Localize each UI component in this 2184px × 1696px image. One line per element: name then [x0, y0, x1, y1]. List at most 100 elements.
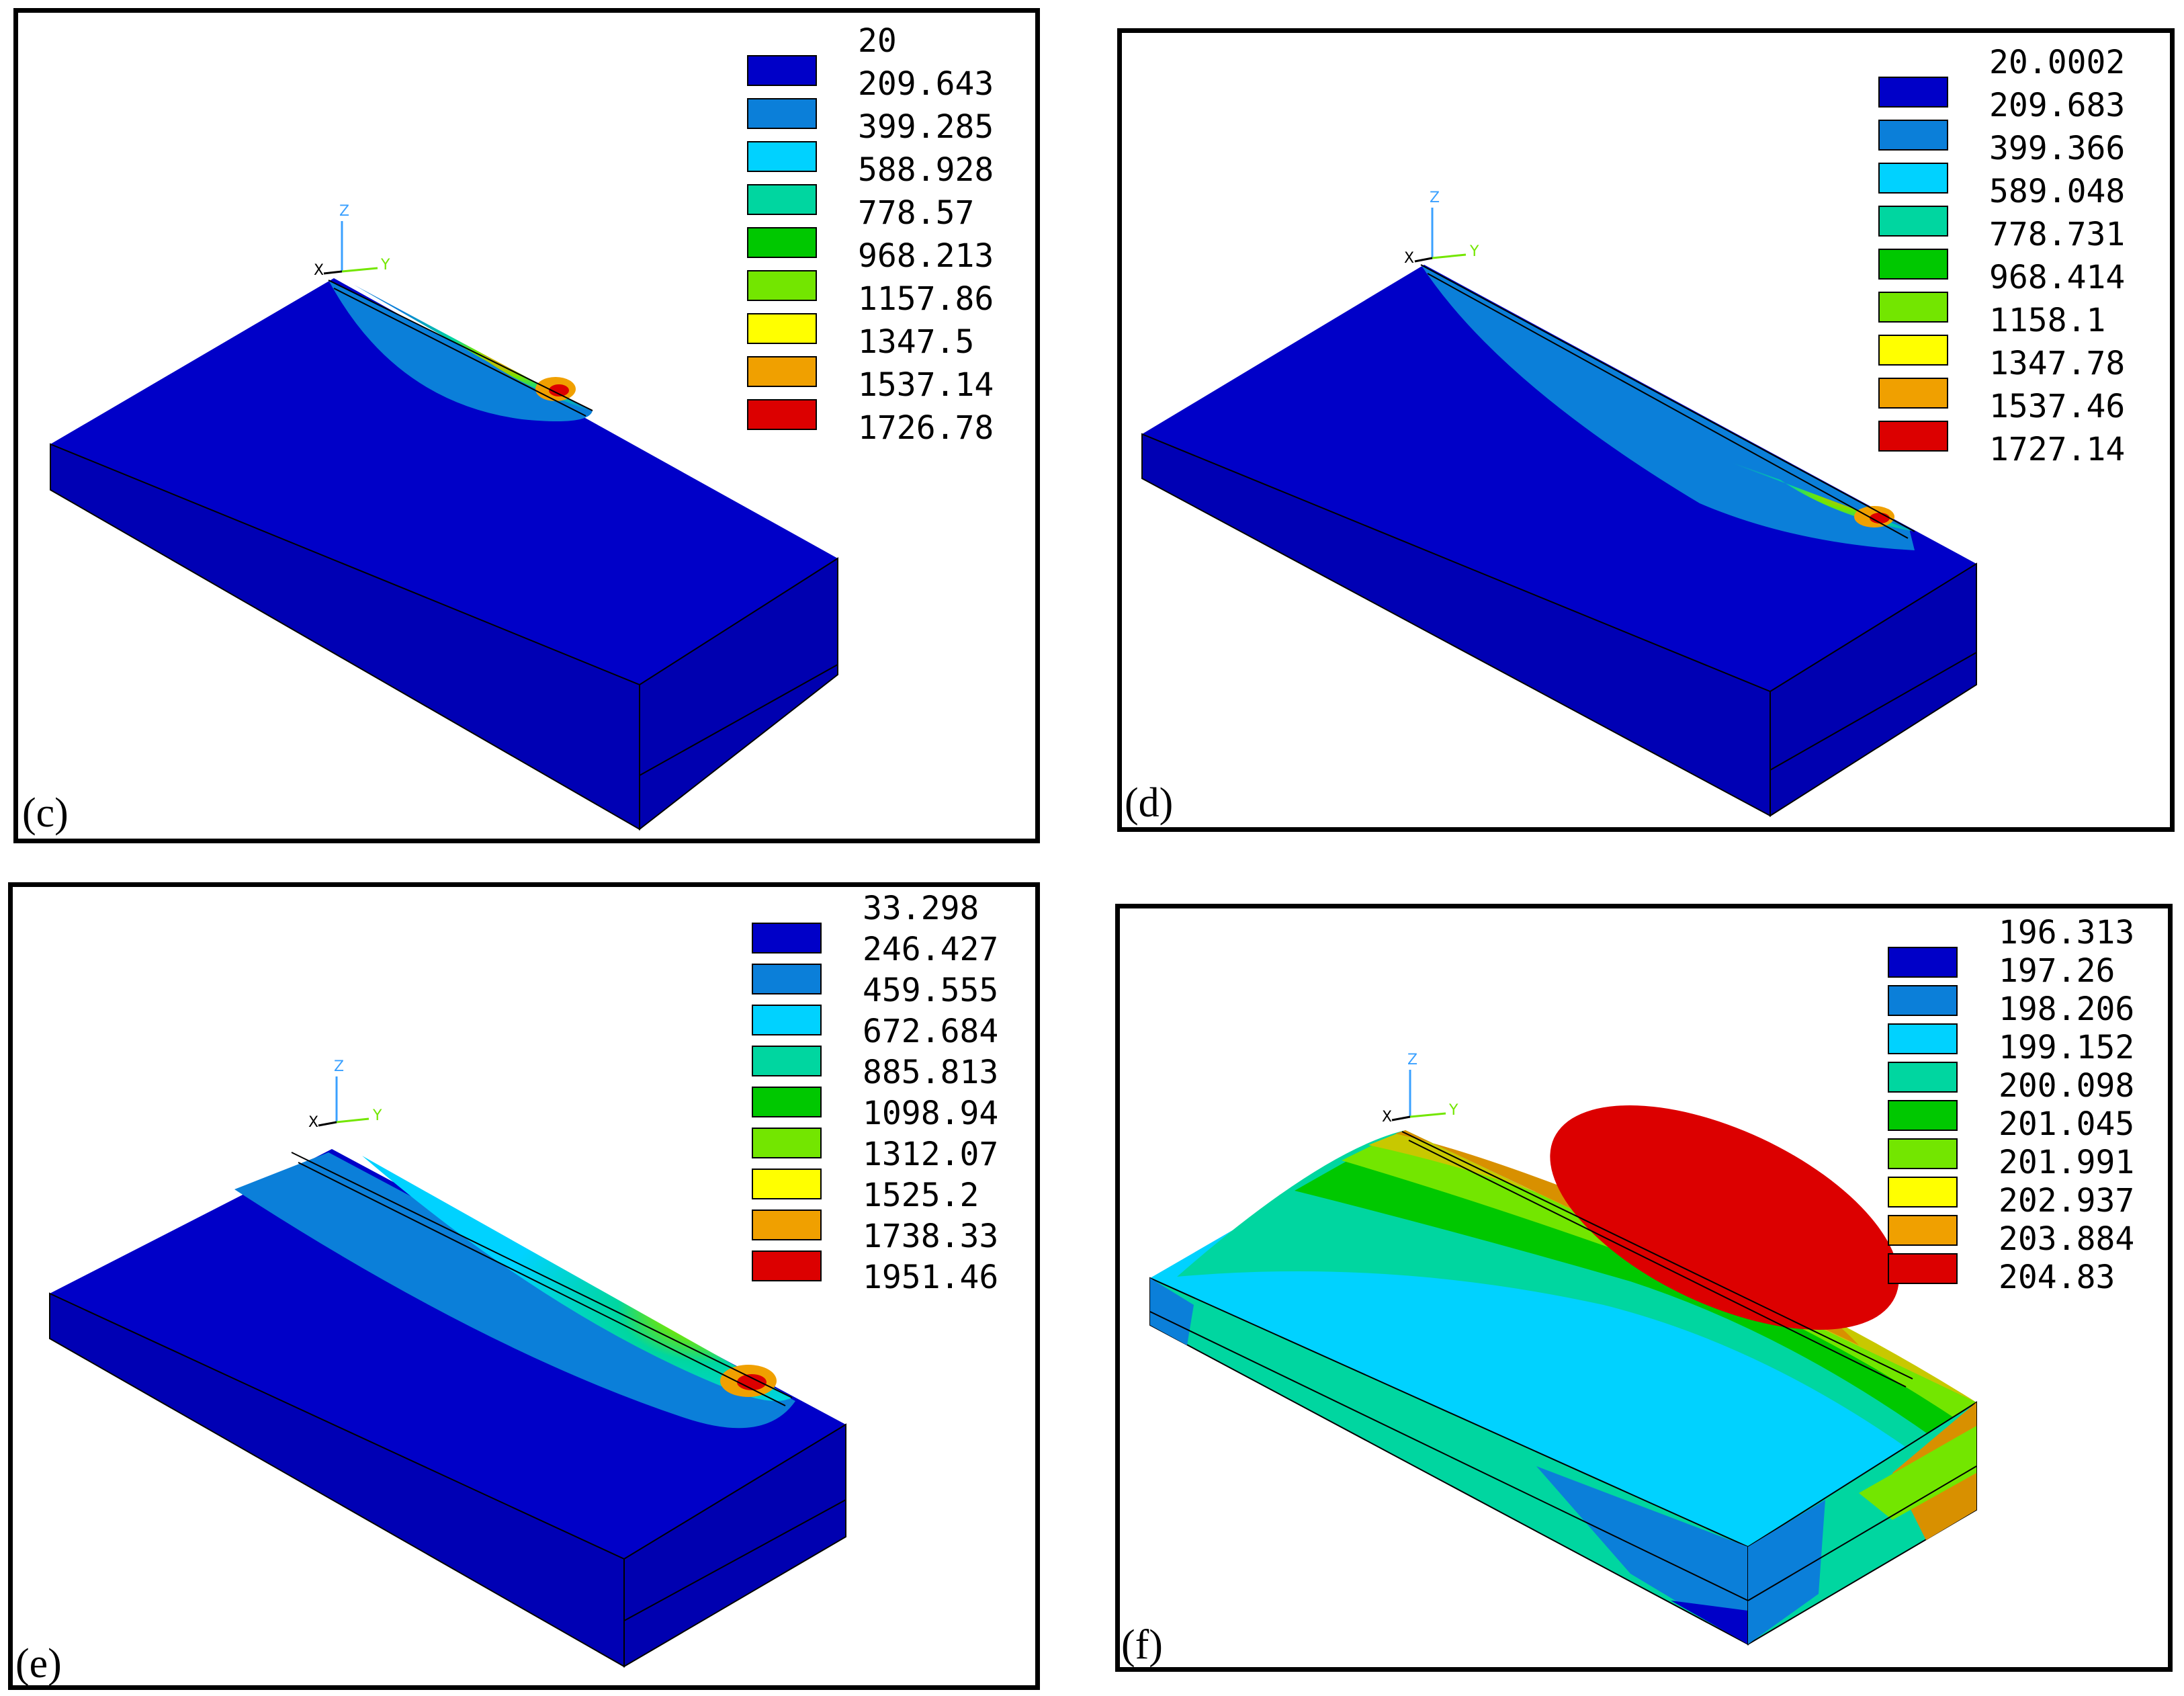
y-axis-label: Y — [1469, 243, 1479, 260]
legend-value: 1347.78 — [1989, 345, 2126, 382]
legend-value: 209.683 — [1989, 87, 2126, 124]
y-axis-label: Y — [1448, 1102, 1458, 1119]
legend-swatch — [752, 964, 822, 994]
legend-value: 589.048 — [1989, 173, 2126, 210]
legend-value: 1312.07 — [863, 1136, 999, 1173]
panel-label: (c) — [22, 790, 69, 836]
y-axis-line — [1409, 1112, 1446, 1118]
x-axis-label: X — [1382, 1109, 1392, 1126]
legend-swatch — [752, 1210, 822, 1240]
y-axis-line — [341, 267, 378, 273]
legend-swatch — [1878, 421, 1948, 452]
legend-value: 202.937 — [1999, 1182, 2135, 1220]
legend-value: 968.414 — [1989, 259, 2126, 296]
legend-value: 200.098 — [1999, 1067, 2135, 1105]
legend-value: 1727.14 — [1989, 431, 2126, 468]
y-axis-line — [1432, 253, 1467, 259]
panel-d: Z Y X 20.0002 209.683 399.366 589.048 77… — [1117, 28, 2175, 832]
heat-zone — [1421, 265, 1915, 550]
legend-swatch — [1878, 335, 1948, 366]
legend-swatch — [752, 1250, 822, 1281]
legend-value: 1726.78 — [858, 409, 994, 447]
legend-value: 778.57 — [858, 194, 975, 232]
legend-value: 1347.5 — [858, 323, 975, 361]
plate-model-e: Z Y X — [49, 1058, 846, 1668]
panel-label: (d) — [1125, 780, 1174, 826]
panel-label: (e) — [15, 1641, 62, 1687]
plate-model-d: Z Y X — [1141, 189, 1977, 817]
legend-value: 1158.1 — [1989, 302, 2106, 339]
legend-value: 204.83 — [1999, 1259, 2115, 1296]
legend-swatch — [1888, 1215, 1958, 1246]
legend-f: 196.313 197.26 198.206 199.152 200.098 2… — [1888, 914, 2168, 1300]
legend-swatch — [752, 1046, 822, 1076]
legend-swatch — [752, 1005, 822, 1035]
legend-d: 20.0002 209.683 399.366 589.048 778.731 … — [1878, 44, 2170, 468]
legend-swatch — [1888, 1062, 1958, 1093]
plate-model-c: Z Y X — [50, 203, 838, 831]
legend-swatch — [1888, 1100, 1958, 1131]
y-axis-label: Y — [372, 1107, 382, 1124]
legend-value: 1951.46 — [863, 1259, 999, 1296]
legend-swatch — [747, 313, 817, 344]
legend-swatch — [1888, 947, 1958, 978]
legend-value: 1525.2 — [863, 1177, 979, 1214]
legend-value: 33.298 — [863, 890, 979, 927]
panel-e: Z Y X 33.298 246.427 459.555 672.684 885… — [8, 882, 1040, 1690]
legend-c: 20 209.643 399.285 588.928 778.57 968.21… — [747, 22, 1035, 447]
x-axis-line — [323, 270, 343, 275]
plate-right-side — [639, 557, 838, 831]
legend-swatch — [747, 270, 817, 301]
x-axis-label: X — [308, 1114, 318, 1131]
legend-value: 198.206 — [1999, 990, 2135, 1028]
legend-swatch — [1878, 249, 1948, 280]
legend-value: 1157.86 — [858, 280, 994, 318]
y-axis-label: Y — [380, 257, 390, 273]
legend-value: 1537.14 — [858, 366, 994, 404]
legend-value: 399.285 — [858, 108, 994, 146]
heat-zone-core — [1550, 1105, 1899, 1330]
legend-swatch — [752, 1169, 822, 1199]
legend-swatch — [1888, 1177, 1958, 1207]
legend-swatch — [1878, 163, 1948, 194]
legend-swatch — [1878, 77, 1948, 108]
legend-value: 672.684 — [863, 1013, 999, 1050]
panel-label: (f) — [1121, 1622, 1163, 1668]
x-axis-line — [1391, 1115, 1411, 1121]
legend-value: 885.813 — [863, 1054, 999, 1091]
z-axis-label: Z — [339, 203, 349, 220]
legend-value: 197.26 — [1999, 952, 2115, 990]
legend-value: 20.0002 — [1989, 44, 2126, 81]
plate-top-surface — [50, 278, 838, 685]
plate-top-surface — [50, 1149, 846, 1559]
x-axis-line — [318, 1121, 337, 1127]
legend-value: 20 — [858, 22, 897, 60]
legend-value: 201.991 — [1999, 1144, 2135, 1181]
legend-swatch — [1878, 378, 1948, 409]
legend-value: 459.555 — [863, 972, 999, 1009]
heat-zone — [234, 1152, 795, 1429]
legend-value: 201.045 — [1999, 1105, 2135, 1143]
legend-swatch — [1878, 292, 1948, 323]
plate-model-f: Z Y X — [1149, 1052, 1977, 1646]
legend-value: 196.313 — [1999, 914, 2135, 951]
legend-swatch — [747, 141, 817, 172]
z-axis-label: Z — [334, 1058, 344, 1075]
x-axis-label: X — [314, 262, 324, 279]
legend-value: 968.213 — [858, 237, 994, 275]
x-axis-label: X — [1404, 250, 1414, 267]
panel-c: Z Y X 20 209.643 399.285 588.928 778.57 … — [13, 8, 1040, 843]
legend-swatch — [752, 1128, 822, 1158]
legend-value: 199.152 — [1999, 1029, 2135, 1066]
plate-top-surface — [1142, 265, 1976, 691]
legend-swatch — [1888, 1138, 1958, 1169]
legend-value: 246.427 — [863, 931, 999, 968]
legend-swatch — [1888, 985, 1958, 1016]
legend-value: 588.928 — [858, 151, 994, 189]
legend-value: 1098.94 — [863, 1095, 999, 1132]
legend-value: 203.884 — [1999, 1220, 2135, 1258]
panel-f: Z Y X 196.313 197.26 198.206 199.152 200… — [1115, 904, 2173, 1672]
y-axis-line — [336, 1117, 369, 1123]
plate-right-side — [1770, 562, 1977, 817]
legend-value: 1537.46 — [1989, 388, 2126, 425]
